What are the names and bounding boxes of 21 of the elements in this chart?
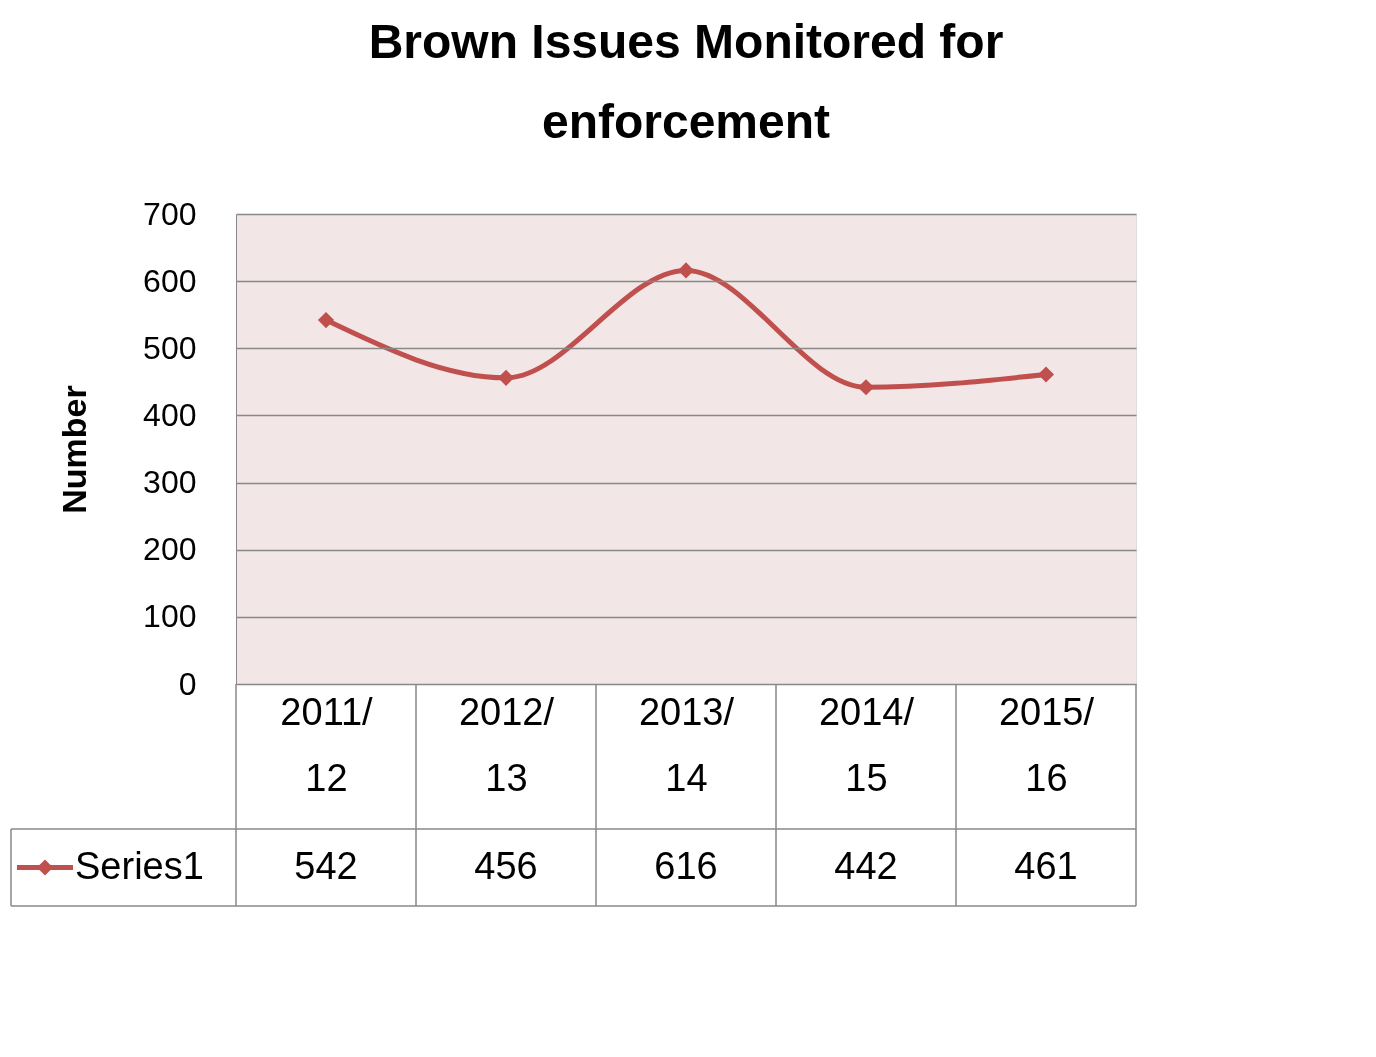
chart-title: Brown Issues Monitored for enforcement bbox=[368, 15, 1004, 148]
y-axis-title: Number bbox=[55, 385, 94, 514]
data-label: 616 bbox=[654, 844, 718, 887]
data-label: 461 bbox=[1014, 844, 1078, 887]
y-tick-label: 0 bbox=[178, 665, 197, 702]
data-label: 442 bbox=[834, 844, 898, 887]
x-tick-label: 2013/14 bbox=[638, 690, 735, 799]
x-tick-label: 2015/16 bbox=[998, 690, 1095, 799]
y-tick-label: 200 bbox=[143, 531, 197, 568]
y-tick-label: 300 bbox=[143, 464, 197, 501]
y-tick-label: 600 bbox=[143, 262, 197, 299]
x-tick-label: 2014/15 bbox=[818, 690, 915, 799]
legend-label: Series1 bbox=[75, 844, 204, 887]
x-tick-label: 2011/12 bbox=[280, 690, 374, 799]
data-label: 542 bbox=[294, 844, 358, 887]
y-tick-label: 400 bbox=[143, 396, 197, 433]
y-tick-label: 100 bbox=[143, 598, 197, 635]
y-tick-label: 700 bbox=[143, 195, 197, 232]
y-tick-label: 500 bbox=[143, 329, 197, 366]
x-tick-label: 2012/13 bbox=[458, 690, 555, 799]
data-label: 456 bbox=[474, 844, 538, 887]
